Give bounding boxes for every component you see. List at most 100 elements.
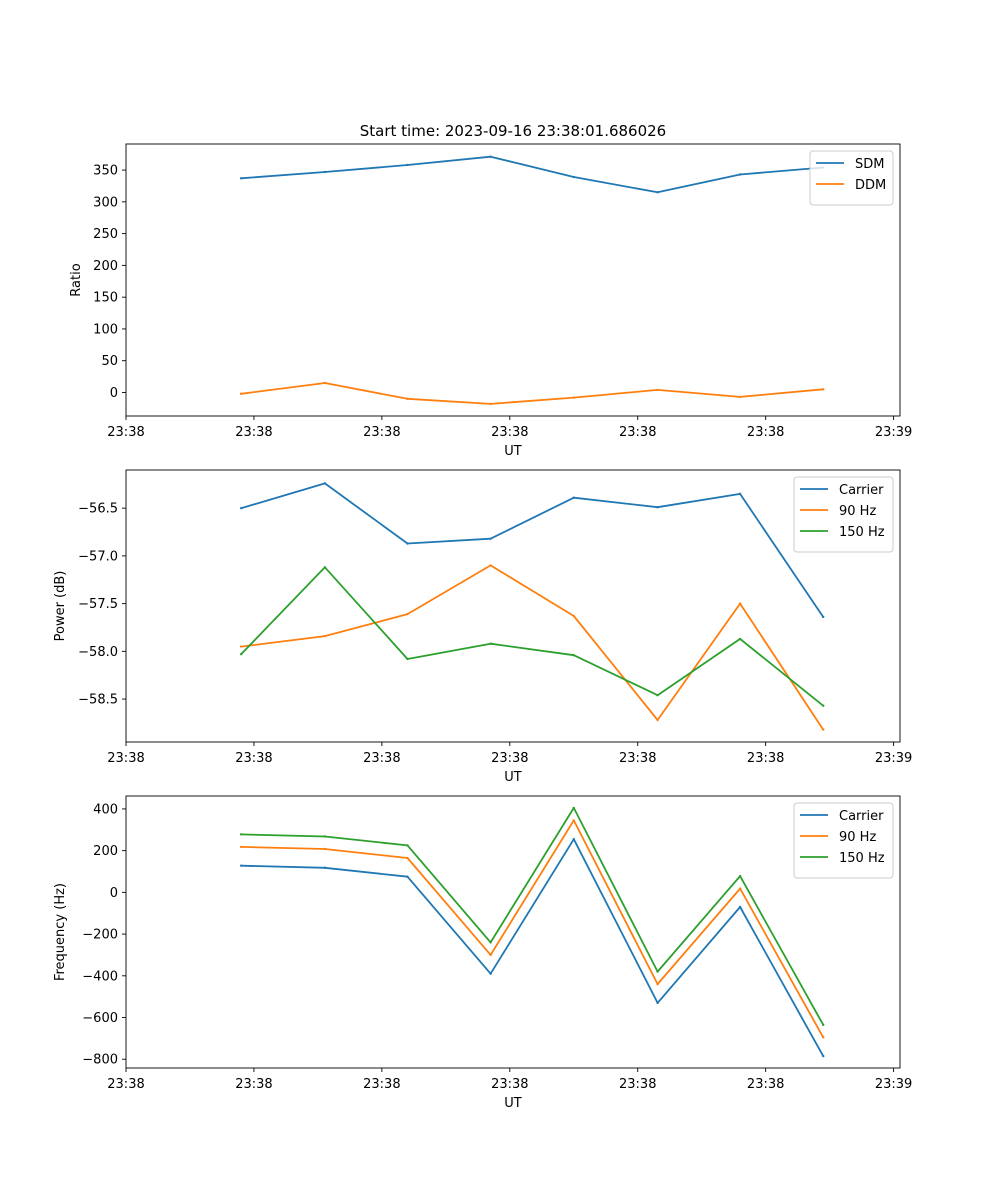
legend-label: 90 Hz [839, 504, 876, 519]
data-point-90-hz [406, 612, 409, 616]
y-axis-label: Ratio [69, 263, 84, 296]
data-point-150-hz [323, 566, 327, 569]
y-tick-label: 300 [93, 195, 118, 210]
y-tick-label: 200 [93, 844, 118, 859]
series-line-carrier [241, 838, 824, 1057]
chart-panel-2: 23:38 23:38 23:38 23:38 23:38 23:38 23:39 −58.5… [53, 469, 912, 785]
data-point-90-hz [738, 602, 742, 605]
legend-box [793, 476, 894, 553]
data-point-sdm [656, 191, 659, 194]
data-point-ddm [656, 388, 659, 392]
data-point-carrier [239, 864, 243, 867]
data-point-90-hz [738, 887, 742, 890]
legend-label: 150 Hz [839, 525, 885, 540]
legend-label: Carrier [839, 809, 884, 824]
data-point-90-hz [406, 856, 409, 860]
data-point-90-hz [822, 1036, 825, 1039]
y-axis-label: Power (dB) [53, 571, 68, 642]
y-tick-label: 350 [93, 164, 118, 179]
data-point-carrier [656, 506, 659, 509]
data-point-sdm [572, 175, 575, 179]
x-tick-label: 23:38 [491, 751, 528, 766]
data-point-carrier [406, 875, 409, 878]
series-line-ddm [240, 382, 824, 405]
y-axis-label: Frequency (Hz) [53, 883, 68, 981]
data-point-sdm [738, 173, 742, 176]
data-point-90-hz [572, 819, 575, 822]
chart-title: Start time: 2023-09-16 23:38:01.686026 [360, 122, 666, 140]
data-point-150-hz [239, 652, 243, 656]
data-point-carrier [822, 615, 825, 619]
data-point-carrier [239, 506, 243, 510]
data-point-carrier [822, 1054, 825, 1058]
data-point-90-hz [489, 564, 492, 567]
x-tick-label: 23:38 [619, 751, 656, 766]
data-point-150-hz [323, 835, 327, 838]
data-point-carrier [323, 482, 327, 485]
y-tick-label: −58.0 [78, 645, 118, 660]
series-line-90-hz [240, 564, 824, 731]
plot-frame [125, 143, 901, 417]
y-tick-label: 0 [110, 386, 118, 401]
legend: Carrier 90 Hz 150 Hz [793, 476, 894, 553]
y-tick-label: −56.5 [78, 502, 118, 517]
series-line-150-hz [240, 566, 824, 707]
data-point-ddm [489, 402, 492, 406]
data-point-90-hz [572, 614, 575, 618]
x-tick-label: 23:38 [235, 751, 272, 766]
x-tick-label: 23:39 [875, 1077, 912, 1092]
series-line-150-hz [241, 807, 824, 1026]
x-tick-label: 23:38 [363, 751, 400, 766]
y-tick-label: 150 [93, 291, 118, 306]
data-point-90-hz [822, 728, 825, 731]
legend: SDM DDM [809, 150, 894, 206]
data-point-carrier [572, 496, 575, 499]
y-tick-label: −58.5 [78, 693, 118, 708]
x-axis-label: UT [504, 770, 522, 785]
data-point-ddm [239, 392, 243, 395]
x-tick-label: 23:38 [747, 425, 784, 440]
data-point-ddm [822, 388, 825, 391]
x-tick-label: 23:38 [491, 425, 528, 440]
data-point-150-hz [656, 694, 659, 697]
data-point-150-hz [656, 970, 659, 973]
x-tick-label: 23:38 [235, 1077, 272, 1092]
y-tick-label: 400 [93, 802, 118, 817]
y-tick-label: 0 [110, 886, 118, 901]
x-tick-label: 23:38 [747, 751, 784, 766]
x-tick-label: 23:38 [235, 425, 272, 440]
data-point-90-hz [656, 718, 659, 722]
data-point-150-hz [738, 637, 742, 641]
series-line-90-hz [241, 819, 824, 1038]
data-point-150-hz [489, 642, 492, 645]
chart-panel-3: 23:38 23:38 23:38 23:38 23:38 23:38 23:39 −800 −… [53, 795, 912, 1111]
y-tick-label: −57.5 [78, 597, 118, 612]
data-point-90-hz [323, 847, 327, 851]
y-tick-label: −800 [82, 1053, 118, 1068]
x-axis-label: UT [504, 1096, 522, 1111]
data-point-carrier [738, 492, 742, 496]
data-point-carrier [406, 542, 409, 545]
series-line-sdm [241, 155, 824, 194]
data-point-90-hz [489, 953, 492, 957]
data-point-90-hz [323, 634, 327, 638]
y-tick-label: 100 [93, 322, 118, 337]
data-point-150-hz [822, 704, 825, 707]
plot-frame [125, 795, 901, 1069]
data-point-carrier [738, 905, 742, 909]
y-tick-label: 50 [101, 354, 118, 369]
data-point-90-hz [239, 645, 243, 648]
y-tick-label: −200 [82, 928, 118, 943]
data-point-150-hz [406, 657, 409, 661]
legend-box [793, 802, 894, 879]
data-point-90-hz [656, 982, 659, 986]
data-point-sdm [239, 177, 243, 180]
legend-label: 90 Hz [839, 830, 876, 845]
data-point-150-hz [572, 806, 575, 810]
x-axis-label: UT [504, 444, 522, 459]
x-tick-label: 23:38 [107, 425, 144, 440]
y-tick-label: 200 [93, 259, 118, 274]
legend: Carrier 90 Hz 150 Hz [793, 802, 894, 879]
data-point-150-hz [572, 653, 575, 657]
data-point-carrier [489, 972, 492, 975]
